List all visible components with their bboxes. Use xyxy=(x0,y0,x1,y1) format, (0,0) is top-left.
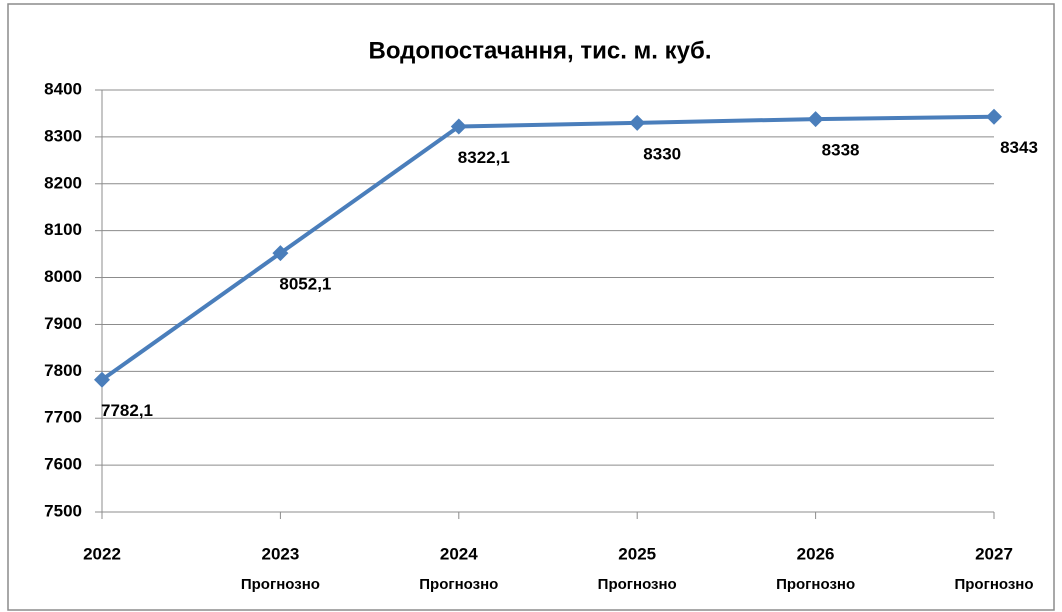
data-label: 8338 xyxy=(822,141,860,160)
x-tick-label: 2023 xyxy=(261,544,299,563)
x-tick-label: Прогнозно xyxy=(598,576,677,593)
chart-border xyxy=(7,3,1055,611)
x-tick-label: 2025 xyxy=(618,544,656,563)
marker xyxy=(986,108,1002,125)
x-tick-label: 2027 xyxy=(975,544,1013,563)
x-tick-label: 2022 xyxy=(83,544,121,563)
x-tick-label: 2026 xyxy=(797,544,835,563)
marker xyxy=(94,371,110,388)
marker xyxy=(807,111,824,128)
y-tick-label: 7600 xyxy=(44,455,82,474)
data-label: 8330 xyxy=(643,144,681,163)
y-tick-label: 8100 xyxy=(44,220,82,239)
data-label: 7782,1 xyxy=(101,401,153,420)
y-tick-label: 8300 xyxy=(44,126,82,145)
x-tick-label: Прогнозно xyxy=(954,576,1033,593)
chart-title: Водопостачання, тис. м. куб. xyxy=(368,37,711,64)
x-tick-label: 2024 xyxy=(440,544,478,563)
x-tick-label: Прогнозно xyxy=(241,576,320,593)
marker xyxy=(272,245,289,262)
y-tick-label: 7900 xyxy=(44,314,82,333)
marker xyxy=(629,114,646,131)
data-label: 8322,1 xyxy=(458,148,510,167)
line xyxy=(100,114,995,382)
y-tick-label: 7700 xyxy=(44,408,82,427)
x-tick-label: Прогнозно xyxy=(419,576,498,593)
x-tick-label: Прогнозно xyxy=(776,576,855,593)
y-tick-label: 7800 xyxy=(44,361,82,380)
y-tick-label: 8200 xyxy=(44,173,82,192)
data-label: 8052,1 xyxy=(279,275,331,294)
y-tick-label: 8000 xyxy=(44,267,82,286)
marker xyxy=(450,118,467,135)
y-tick-label: 8400 xyxy=(44,79,82,98)
y-tick-label: 7500 xyxy=(44,501,82,520)
data-label: 8343 xyxy=(1000,138,1038,157)
